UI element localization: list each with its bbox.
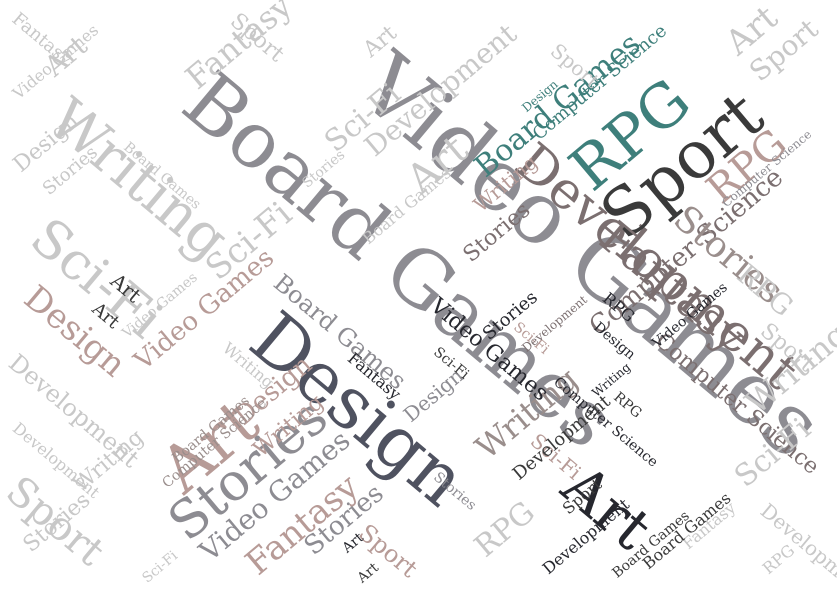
word: RPG [610, 389, 645, 422]
word: RPG [468, 494, 542, 565]
word: Development [755, 498, 837, 596]
word: Art [354, 559, 382, 587]
word: Sci-Fi [139, 547, 181, 587]
